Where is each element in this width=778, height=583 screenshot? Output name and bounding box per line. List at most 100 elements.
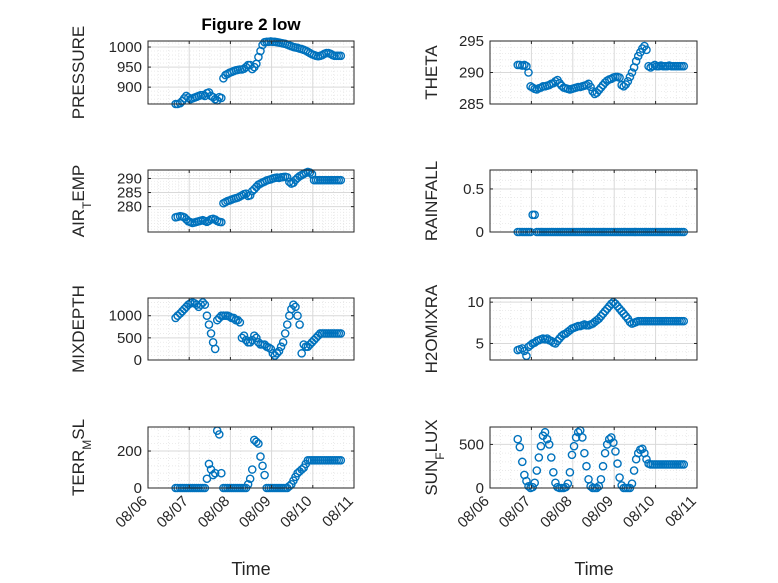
subplot-mixdepth: 0 500 1000 MIXDEPTH: [69, 285, 355, 373]
y-axis-label: THETA: [422, 45, 441, 100]
y-tick-label: 0.5: [463, 181, 484, 198]
data-point: [600, 306, 610, 316]
data-point: [289, 300, 298, 309]
data-point: [237, 333, 247, 343]
data-point: [179, 94, 189, 103]
data-point: [596, 83, 606, 92]
data-point: [567, 450, 577, 460]
data-point: [530, 478, 540, 488]
data-point: [642, 45, 651, 55]
data-point: [214, 430, 224, 439]
y-tick-label: 1000: [109, 39, 142, 56]
data-point: [613, 459, 622, 468]
data-point: [272, 349, 282, 358]
data-point: [679, 316, 689, 326]
data-point: [522, 476, 531, 486]
data-point: [202, 474, 212, 484]
data-point: [202, 311, 212, 321]
data-point: [578, 433, 587, 442]
data-point: [239, 331, 249, 340]
data-point: [276, 342, 286, 352]
data-point: [623, 77, 633, 86]
y-tick-label: 0: [134, 480, 142, 497]
data-point: [184, 93, 193, 102]
y-tick-label: 285: [117, 185, 142, 202]
y-tick-label: 295: [459, 33, 484, 50]
data-point: [225, 312, 234, 321]
y-tick-label: 290: [459, 65, 484, 82]
data-point: [229, 313, 238, 323]
data-point: [285, 481, 294, 491]
data-point: [196, 300, 206, 309]
data-point: [627, 68, 637, 77]
data-point: [233, 315, 243, 325]
data-point: [596, 474, 606, 484]
data-point: [266, 344, 276, 354]
y-axis-label: PRESSURE: [69, 26, 88, 120]
data-point: [629, 466, 639, 475]
data-point: [252, 333, 261, 343]
y-axis-label: AIRTEMP: [69, 165, 94, 238]
data-point: [204, 216, 214, 226]
data-point: [336, 51, 346, 61]
data-point: [563, 479, 573, 488]
data-point: [602, 304, 612, 314]
data-point: [631, 56, 641, 66]
data-point: [528, 482, 537, 492]
data-point: [611, 299, 620, 309]
data-point: [524, 68, 533, 77]
data-point: [551, 339, 560, 348]
data-point: [617, 306, 626, 316]
data-point: [615, 73, 624, 82]
data-point: [336, 175, 346, 185]
data-point: [544, 440, 554, 449]
data-point: [217, 93, 226, 103]
data-point: [260, 470, 269, 480]
data-point: [609, 438, 618, 447]
x-axis-label-right: Time: [574, 559, 613, 579]
y-axis-label: MIXDEPTH: [69, 285, 88, 373]
data-point: [198, 298, 208, 307]
data-point: [293, 311, 302, 321]
data-point: [282, 173, 292, 182]
data-point: [679, 61, 689, 71]
data-point: [580, 448, 589, 458]
y-tick-label: 900: [117, 79, 142, 96]
data-point: [615, 473, 624, 482]
data-point: [619, 309, 629, 319]
data-point: [258, 461, 267, 471]
y-tick-label: 200: [117, 443, 142, 460]
data-point: [522, 351, 531, 361]
data-point: [280, 329, 290, 338]
data-point: [245, 191, 255, 200]
data-point: [642, 454, 651, 464]
data-point: [607, 433, 616, 442]
figure-title: Figure 2 low: [201, 15, 301, 34]
data-point: [247, 465, 257, 474]
subplot-rainfall: 0 0.5 RAINFALL: [422, 161, 698, 241]
data-point: [204, 320, 214, 329]
data-point: [515, 442, 525, 452]
data-point: [210, 344, 220, 354]
data-point: [600, 448, 610, 458]
data-point: [291, 302, 300, 312]
axes-box: [147, 426, 355, 489]
axes-box: [489, 426, 698, 489]
y-tick-label: 0: [476, 480, 484, 497]
data-point: [536, 441, 546, 451]
x-axis-label-left: Time: [231, 559, 270, 579]
axes-box: [489, 297, 698, 361]
data-point: [274, 346, 284, 356]
data-point: [299, 340, 309, 349]
data-point: [297, 349, 306, 358]
data-point: [184, 300, 193, 309]
data-point: [571, 433, 581, 442]
data-point: [208, 470, 218, 480]
data-point: [573, 427, 583, 437]
data-point: [679, 460, 689, 469]
y-axis-label: RAINFALL: [422, 161, 441, 241]
data-point: [638, 444, 647, 454]
